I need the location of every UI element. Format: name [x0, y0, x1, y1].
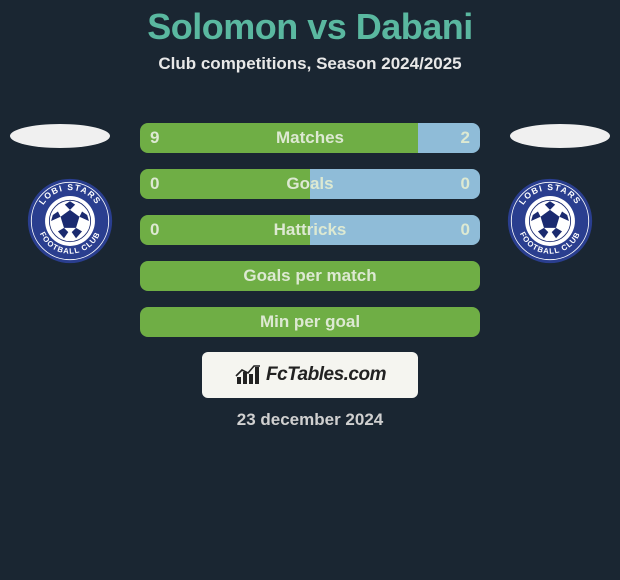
stat-value-right: 2 — [461, 128, 470, 148]
stat-row: Matches 9 2 — [140, 123, 480, 153]
stat-label: Min per goal — [260, 312, 360, 332]
stat-row: Hattricks 0 0 — [140, 215, 480, 245]
stat-bar-left — [140, 169, 310, 199]
stat-row: Goals per match — [140, 261, 480, 291]
stats-bars: Matches 9 2 Goals 0 0 Hattricks 0 0 Goals per mat… — [140, 123, 480, 353]
stat-value-right: 0 — [461, 220, 470, 240]
stat-bar-right — [418, 123, 480, 153]
club-logo-left: LOBI STARS FOOTBALL CLUB — [27, 178, 113, 264]
stat-bar-right — [310, 169, 480, 199]
stat-label: Hattricks — [274, 220, 347, 240]
club-logo-right: LOBI STARS FOOTBALL CLUB — [507, 178, 593, 264]
date-text: 23 december 2024 — [0, 410, 620, 430]
stat-row: Min per goal — [140, 307, 480, 337]
date-value: 23 december 2024 — [237, 410, 384, 429]
subtitle: Club competitions, Season 2024/2025 — [0, 54, 620, 74]
stat-label: Matches — [276, 128, 344, 148]
player-silhouette-right — [510, 124, 610, 148]
stat-value-left: 0 — [150, 174, 159, 194]
player-silhouette-left — [10, 124, 110, 148]
stat-value-right: 0 — [461, 174, 470, 194]
stat-label: Goals — [286, 174, 333, 194]
stat-value-left: 9 — [150, 128, 159, 148]
stat-label: Goals per match — [243, 266, 376, 286]
branding-text: FcTables.com — [266, 364, 386, 386]
page-title: Solomon vs Dabani — [0, 0, 620, 48]
bars-icon — [234, 364, 262, 386]
subtitle-text: Club competitions, Season 2024/2025 — [158, 54, 461, 73]
stat-value-left: 0 — [150, 220, 159, 240]
title-text: Solomon vs Dabani — [147, 6, 473, 47]
stat-row: Goals 0 0 — [140, 169, 480, 199]
branding-box: FcTables.com — [202, 352, 418, 398]
